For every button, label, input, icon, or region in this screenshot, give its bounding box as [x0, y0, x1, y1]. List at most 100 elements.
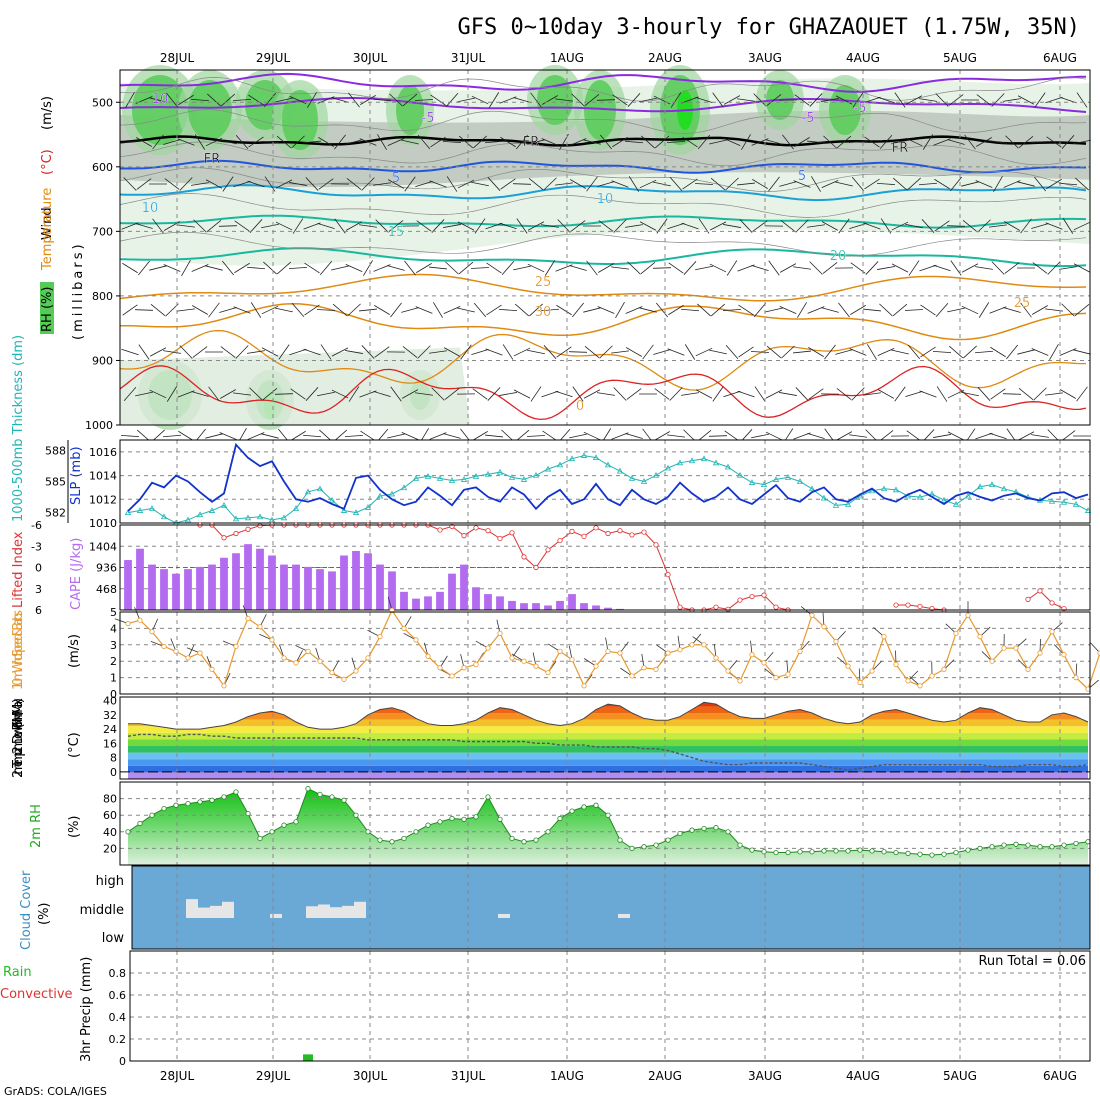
wind-barb [177, 308, 195, 312]
data-point [209, 666, 215, 673]
wind-barb [291, 302, 305, 318]
wind-barb [751, 264, 769, 272]
data-point [713, 655, 719, 661]
wind-barb [797, 302, 807, 318]
wind-barb [415, 306, 433, 314]
wind-barb [345, 263, 363, 273]
data-point [496, 468, 504, 475]
wind10m-series [125, 607, 1100, 692]
wind-barb [754, 386, 766, 402]
wind-ticks: 5 4 3 2 1 0 [110, 606, 117, 701]
data-point [545, 670, 551, 676]
li-tick-label: 0 [35, 562, 42, 575]
wind-barb [586, 176, 598, 192]
cloud-bar [270, 913, 282, 918]
wind-barb [879, 303, 893, 317]
wind-barb [613, 387, 627, 401]
wind-barb [989, 432, 1007, 440]
bottom-date-axis: 28JUL 29JUL 30JUL 31JUL 1AUG 2AUG 3AUG 4AUG 5AUG… [160, 1069, 1077, 1083]
contour-line [119, 247, 1087, 268]
wind-barb [152, 218, 164, 234]
wind-barb [863, 308, 881, 312]
wind-barb [654, 135, 670, 149]
wind-barb [429, 350, 447, 354]
data-point [893, 602, 899, 608]
precip-tick-label: 0.2 [109, 1033, 127, 1046]
rh-tick-label: 40 [103, 826, 117, 839]
wind-barb [1074, 304, 1090, 316]
wind-barb [625, 224, 643, 228]
wind-barb [149, 389, 167, 399]
data-point [268, 516, 276, 523]
data-point [160, 513, 168, 520]
contour-line [119, 97, 1087, 113]
data-point [977, 845, 983, 852]
data-point [653, 842, 659, 848]
data-point [652, 471, 660, 478]
wind-barb [583, 389, 601, 399]
data-point [521, 554, 527, 560]
wind-barb [808, 347, 824, 357]
wind-barb [765, 139, 783, 145]
wind-barb [600, 134, 612, 150]
contour-line [119, 214, 1087, 229]
wind-barb [307, 92, 317, 108]
data-point [233, 643, 239, 650]
wind-barb [275, 307, 293, 313]
rh-contour [119, 167, 1087, 192]
wind-barb [568, 351, 588, 353]
data-point [905, 602, 911, 608]
wind-barb [684, 344, 696, 360]
wind-barb [530, 92, 542, 108]
wind-barb [1075, 177, 1089, 191]
contour-label: 25 [535, 275, 552, 290]
data-point [988, 481, 996, 488]
wind-barb [556, 346, 572, 358]
wind-barb [891, 139, 909, 145]
wind-barb [377, 134, 387, 150]
temperature-unit-label: (°C) [40, 149, 55, 175]
wind-barb [1030, 141, 1050, 143]
wind-barb [138, 260, 150, 276]
wind-barb [1073, 221, 1091, 231]
wind-barb [305, 177, 319, 191]
wind-barb [542, 430, 558, 442]
wind-tick-label: 5 [110, 606, 117, 619]
contour-label: 20 [830, 249, 847, 264]
data-point [233, 530, 239, 537]
data-point [737, 842, 743, 848]
cloud-bar [198, 907, 210, 913]
temp-tick-label: 16 [103, 737, 117, 750]
wind-barb [1002, 393, 1022, 395]
cape-bar [172, 573, 180, 610]
data-point [989, 844, 995, 850]
data-point [629, 532, 635, 538]
contour-label: FR [204, 152, 221, 167]
wind-barb [961, 263, 979, 273]
wind-barb [446, 176, 458, 192]
data-point [412, 475, 420, 481]
wind-barb [611, 266, 629, 270]
data-point [185, 800, 191, 807]
data-point [316, 485, 324, 492]
wind-barb [181, 260, 191, 276]
wind-barb [570, 179, 586, 189]
wind-barb [316, 309, 336, 311]
data-point [761, 592, 767, 598]
wind-barb [514, 303, 530, 317]
wind-barb [933, 434, 951, 438]
data-point [617, 837, 623, 843]
temp-band [128, 732, 1088, 740]
wind-barb [737, 390, 755, 398]
data-point [821, 624, 827, 630]
wind-barb [470, 267, 490, 269]
wind-barb [388, 220, 404, 232]
wind-barb [512, 183, 532, 185]
wind-barb [964, 134, 976, 150]
data-point [580, 452, 588, 458]
wind-barb [572, 386, 584, 402]
data-point [221, 535, 227, 541]
wind-barb [695, 389, 713, 399]
wind-barb [177, 224, 195, 228]
wind-barb [527, 139, 545, 145]
